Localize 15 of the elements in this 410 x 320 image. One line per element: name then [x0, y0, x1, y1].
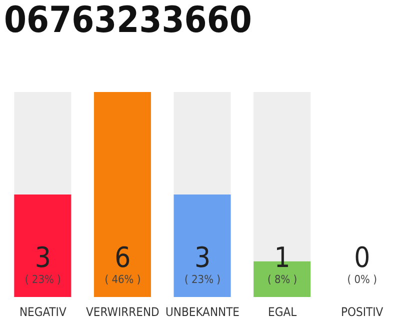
x-tick-label: POSITIV	[341, 305, 384, 319]
data-label: ( 0% )	[347, 273, 378, 286]
data-label: ( 23% )	[184, 273, 221, 286]
data-label: ( 46% )	[104, 273, 141, 286]
x-tick-label: VERWIRREND	[86, 305, 160, 319]
data-label: ( 8% )	[267, 273, 298, 286]
x-tick-label: NEGATIV	[19, 305, 67, 319]
annotation: 3	[194, 241, 211, 274]
x-tick-label: EGAL	[268, 305, 297, 319]
annotation: 6	[114, 241, 131, 274]
annotation: 0	[354, 241, 370, 274]
x-tick-label: UNBEKANNTE	[165, 305, 240, 319]
annotation: 3	[34, 241, 51, 274]
chart-title: 06763233660	[4, 0, 252, 41]
data-label: ( 23% )	[24, 273, 62, 286]
